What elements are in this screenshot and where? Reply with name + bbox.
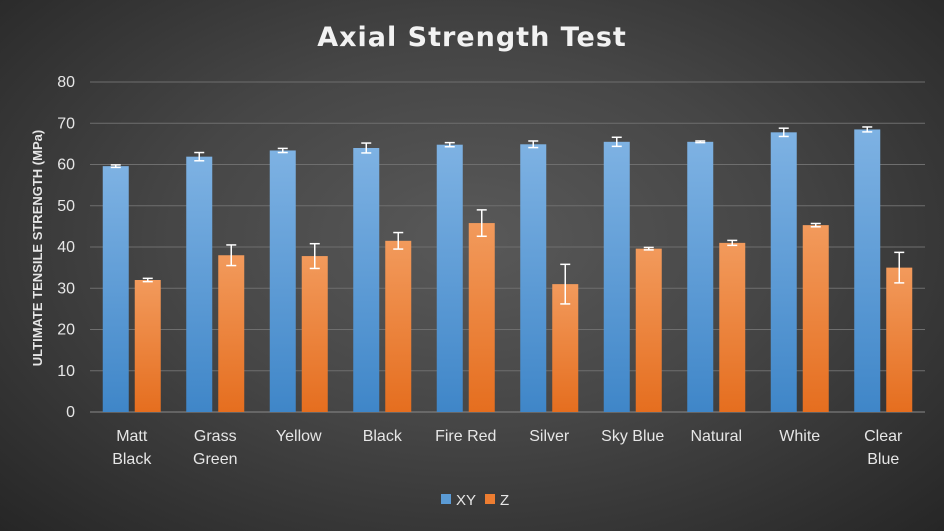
bar-Z-5 [552,284,579,412]
y-tick-40: 40 [57,239,75,256]
gridlines [90,81,925,413]
legend-label-Z: Z [500,492,509,509]
y-tick-60: 60 [57,157,75,174]
x-tick-2: Yellow [276,428,322,445]
bar-XY-4 [436,144,463,412]
y-tick-labels: 0 10 20 30 40 50 60 70 80 [57,74,75,421]
x-tick-4: Fire Red [435,428,496,445]
bar-Z-1 [218,255,245,412]
x-tick-1: Grass Green [193,428,237,468]
x-tick-9: Clear Blue [864,428,903,468]
bar-Z-7 [719,242,746,412]
bar-XY-7 [687,141,714,412]
x-tick-0: Matt Black [112,428,152,468]
category-labels: Matt Black Grass Green Yellow Black Fire Red Si… [112,428,903,468]
x-tick-6: Sky Blue [601,428,664,445]
bar-XY-8 [770,132,797,412]
x-tick-7: Natural [690,428,742,445]
y-axis-label: ULTIMATE TENSILE STRENGTH (MPa) [30,130,45,366]
legend-swatch-XY [441,494,451,504]
bar-XY-3 [353,148,380,412]
y-tick-10: 10 [57,363,75,380]
bar-Z-8 [802,225,829,412]
y-tick-0: 0 [66,404,75,421]
bar-Z-6 [635,248,662,412]
legend-swatch-Z [485,494,495,504]
bar-XY-1 [186,156,213,412]
legend: XY Z [441,492,509,509]
bar-Z-9 [886,267,913,412]
bar-XY-6 [603,141,630,412]
bar-Z-0 [134,280,161,412]
bar-XY-2 [269,150,296,412]
bar-Z-2 [301,256,328,412]
bar-XY-0 [102,166,129,412]
x-tick-3: Black [363,428,403,445]
chart-title: Axial Strength Test [317,22,627,53]
x-tick-8: White [779,428,820,445]
bar-XY-5 [520,144,547,412]
bar-Z-4 [468,223,495,412]
bar-XY-9 [854,129,881,412]
y-tick-70: 70 [57,115,75,132]
legend-label-XY: XY [456,492,476,509]
y-tick-20: 20 [57,322,75,339]
bar-Z-3 [385,240,412,412]
y-tick-50: 50 [57,198,75,215]
y-tick-30: 30 [57,280,75,297]
y-tick-80: 80 [57,74,75,91]
x-tick-5: Silver [529,428,570,445]
error-bars [110,126,905,305]
bars [102,129,913,412]
